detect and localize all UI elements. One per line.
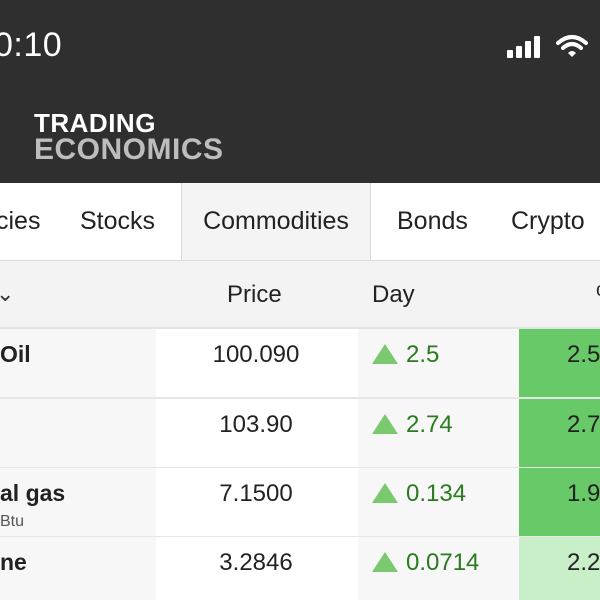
tab-crypto[interactable]: Crypto [511,207,585,235]
percent-change-value: 1.9 [567,480,600,507]
day-change-cell: 0.0714 [358,537,519,600]
table-header: ⌄ Price Day % [0,261,600,329]
day-change-cell: 0.134 [358,468,519,536]
price-value: 7.1500 [219,480,293,507]
percent-change-cell: 2.2 [519,537,600,600]
percent-change-value: 2.7 [567,411,600,438]
price-value: 103.90 [219,411,293,438]
sort-chevron-icon[interactable]: ⌄ [0,281,15,306]
day-change-cell: 2.5 [358,329,519,397]
status-time: 0:10 [0,26,63,64]
wifi-icon [556,35,588,57]
commodity-name: Oil [0,341,31,367]
trading-economics-logo[interactable]: TRADING ECONOMICS [34,110,224,165]
percent-change-cell: 2.7 [519,399,600,467]
price-value: 100.090 [212,341,300,368]
table-row[interactable]: 103.90 2.74 2.7 [0,399,600,469]
day-column-header[interactable]: Day [372,281,415,308]
up-triangle-icon [372,414,398,434]
table-row[interactable]: al gas Btu 7.1500 0.134 1.9 [0,468,600,538]
cellular-signal-icon [507,36,540,58]
up-triangle-icon [372,552,398,572]
name-cell: al gas Btu [0,468,156,536]
tab-commodities[interactable]: Commodities [181,183,371,260]
percent-column-header[interactable]: % [596,281,600,309]
market-tabs: cies Stocks Commodities Bonds Crypto [0,183,600,261]
commodity-name: al gas [0,480,66,506]
name-cell [0,399,156,467]
name-cell: Oil [0,329,156,397]
table-row[interactable]: Oil 100.090 2.5 2.5 [0,329,600,399]
day-change-value: 0.0714 [406,549,480,576]
logo-line1: TRADING [34,108,156,138]
app-header: 0:10 TRADING ECONOMICS [0,0,600,183]
day-change-value: 0.134 [406,480,467,507]
percent-change-value: 2.5 [567,341,600,368]
up-triangle-icon [372,483,398,503]
percent-change-cell: 2.5 [519,329,600,397]
tab-stocks[interactable]: Stocks [80,207,156,235]
day-change-value: 2.74 [406,411,453,438]
table-row[interactable]: ne 3.2846 0.0714 2.2 [0,537,600,600]
day-change-cell: 2.74 [358,399,519,467]
logo-line2: ECONOMICS [34,133,224,166]
day-change-value: 2.5 [406,341,440,368]
tab-currencies[interactable]: cies [0,207,41,235]
percent-change-cell: 1.9 [519,468,600,536]
commodity-name: ne [0,549,27,575]
percent-change-value: 2.2 [567,549,600,576]
price-value: 3.2846 [219,549,293,576]
price-column-header[interactable]: Price [227,281,282,308]
name-cell: ne [0,537,156,600]
tab-bonds[interactable]: Bonds [397,207,468,235]
up-triangle-icon [372,344,398,364]
commodity-unit: Btu [0,513,25,530]
